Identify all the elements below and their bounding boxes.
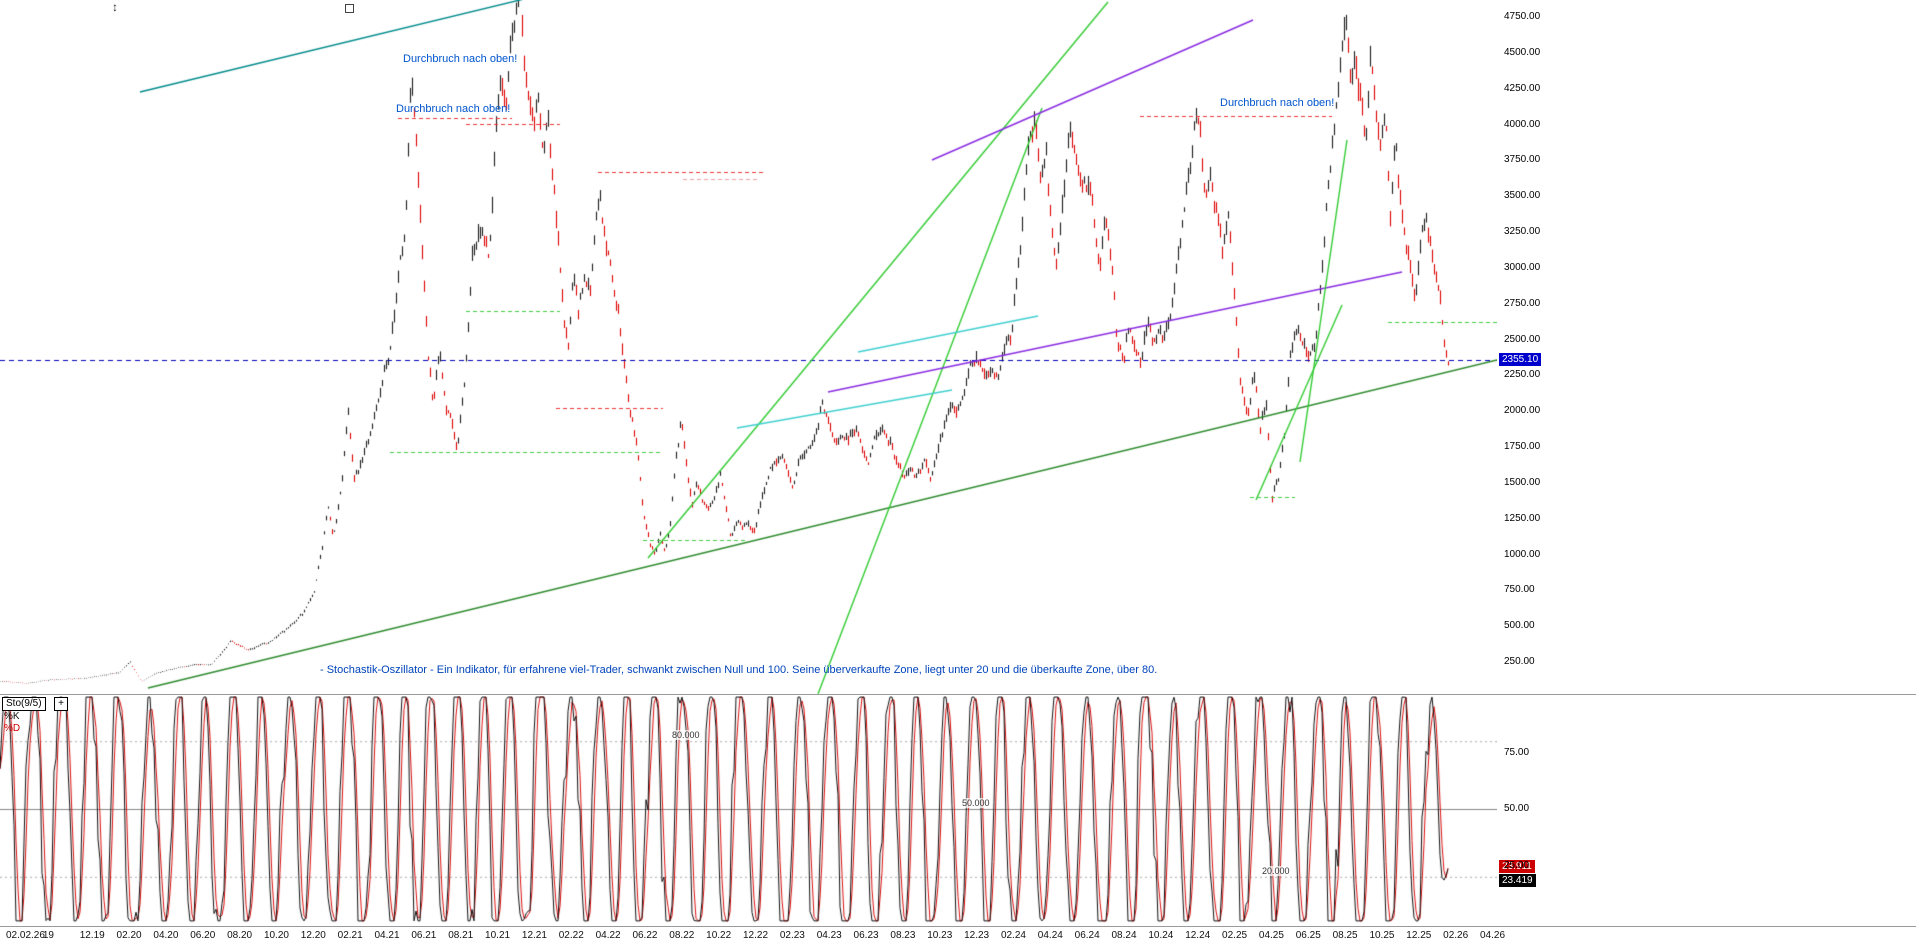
- date-axis-label: 02.02.26: [6, 930, 45, 941]
- date-axis-label: 08.22: [669, 930, 695, 941]
- date-axis-label: 02.24: [1000, 930, 1026, 941]
- date-axis-label: 04.26: [1480, 930, 1506, 941]
- date-axis-label: 06.23: [853, 930, 879, 941]
- date-axis-label: 12.19: [79, 930, 105, 941]
- price-axis-label: 3250.00: [1504, 226, 1541, 237]
- date-axis-label: 10.24: [1148, 930, 1174, 941]
- price-axis-label: 4250.00: [1504, 82, 1541, 94]
- date-axis-label: 04.23: [816, 930, 842, 941]
- date-axis-label: 08.25: [1332, 930, 1358, 941]
- last-price-chip: 2355.10: [1499, 353, 1542, 366]
- date-axis-label: 06.20: [190, 930, 216, 941]
- sto-d-label: %D: [4, 723, 21, 734]
- sto-level-label: 80.000: [672, 730, 700, 741]
- sto-add-button[interactable]: +: [54, 697, 68, 711]
- breakout-annotation[interactable]: Durchbruch nach oben!: [1220, 97, 1335, 109]
- price-axis-label: 4000.00: [1504, 118, 1541, 130]
- price-axis-label: 2750.00: [1504, 297, 1541, 309]
- date-axis-label: 12.24: [1185, 930, 1211, 941]
- sto-level-label: 50.000: [962, 798, 990, 808]
- price-axis-label: 3500.00: [1504, 190, 1541, 202]
- sto-axis-label: 75.00: [1504, 746, 1530, 758]
- date-axis-label: 10.23: [927, 930, 953, 941]
- price-axis-label: 1500.00: [1504, 476, 1541, 488]
- price-axis-label: 2500.00: [1504, 333, 1541, 345]
- date-axis-label: 08.24: [1111, 930, 1137, 941]
- date-axis-label: 08.23: [890, 930, 916, 941]
- date-axis-label: 12.20: [300, 930, 326, 941]
- price-axis-label: 1250.00: [1504, 512, 1541, 524]
- sto-level-label: 20.000: [1262, 865, 1290, 876]
- date-axis-label: 10.22: [706, 930, 732, 941]
- sto-indicator-label[interactable]: Sto(9/5): [2, 697, 46, 711]
- date-axis-label: 06.24: [1074, 930, 1100, 941]
- price-axis-label: 4750.00: [1504, 11, 1541, 22]
- date-axis-label: 12.21: [521, 930, 547, 941]
- price-axis-label: 3000.00: [1504, 261, 1541, 273]
- date-axis-label: 12.23: [964, 930, 990, 941]
- date-axis-label: 02.23: [779, 930, 805, 941]
- price-axis-label: 1000.00: [1504, 548, 1541, 560]
- date-axis-label: 06.21: [411, 930, 437, 941]
- price-axis-label: 2000.00: [1504, 405, 1541, 417]
- sto-axis-label: 25.00: [1504, 859, 1530, 871]
- date-axis-label: 06.22: [632, 930, 658, 941]
- breakout-annotation[interactable]: Durchbruch nach oben!: [403, 53, 518, 65]
- breakout-annotation[interactable]: Durchbruch nach oben!: [396, 103, 511, 115]
- price-axis-label: 1750.00: [1504, 441, 1541, 452]
- date-axis-label: 02.21: [337, 930, 363, 941]
- date-axis-label: 10.20: [263, 930, 289, 941]
- drawing-handle-icon[interactable]: [345, 4, 354, 13]
- sto-k-label: %K: [4, 711, 20, 722]
- date-axis-label: 04.25: [1258, 930, 1284, 941]
- date-axis-label: 12.25: [1406, 930, 1432, 941]
- sto-k-value-chip: 23.419: [1499, 874, 1536, 887]
- stochastic-chart-canvas[interactable]: [0, 696, 1497, 926]
- date-axis-label: 19: [42, 930, 54, 941]
- price-axis-label: 3750.00: [1504, 154, 1541, 166]
- price-axis-label: 2250.00: [1504, 369, 1541, 381]
- sto-axis-label: 50.00: [1504, 803, 1530, 814]
- sto-d-value-chip: 23.911: [1499, 860, 1535, 873]
- date-axis-label: 10.21: [485, 930, 511, 941]
- date-axis-label: 08.21: [448, 930, 474, 941]
- price-chart-canvas[interactable]: [0, 0, 1497, 695]
- panel-separator: [0, 694, 1916, 695]
- date-axis-label: 12.22: [743, 930, 769, 941]
- date-axis-label: 02.20: [116, 930, 142, 941]
- date-axis-label: 08.20: [227, 930, 253, 941]
- stochastic-note-text: - Stochastik-Oszillator - Ein Indikator,…: [320, 664, 1158, 676]
- date-axis-label: 04.22: [595, 930, 621, 941]
- vertical-resize-icon[interactable]: ↕: [112, 0, 118, 14]
- date-axis-label: 06.25: [1295, 930, 1321, 941]
- price-axis-label: 500.00: [1504, 620, 1535, 632]
- date-axis-label: 02.25: [1222, 930, 1248, 941]
- date-axis-label: 02.26: [1443, 930, 1469, 941]
- price-axis-label: 750.00: [1504, 584, 1535, 596]
- date-axis-label: 04.21: [374, 930, 400, 941]
- price-axis-label: 250.00: [1504, 656, 1535, 667]
- date-axis-label: 04.20: [153, 930, 179, 941]
- date-axis-label: 10.25: [1369, 930, 1395, 941]
- date-axis-label: 04.24: [1037, 930, 1063, 941]
- axis-separator: [0, 926, 1916, 927]
- date-axis-label: 02.22: [558, 930, 584, 941]
- price-axis-label: 4500.00: [1504, 46, 1541, 58]
